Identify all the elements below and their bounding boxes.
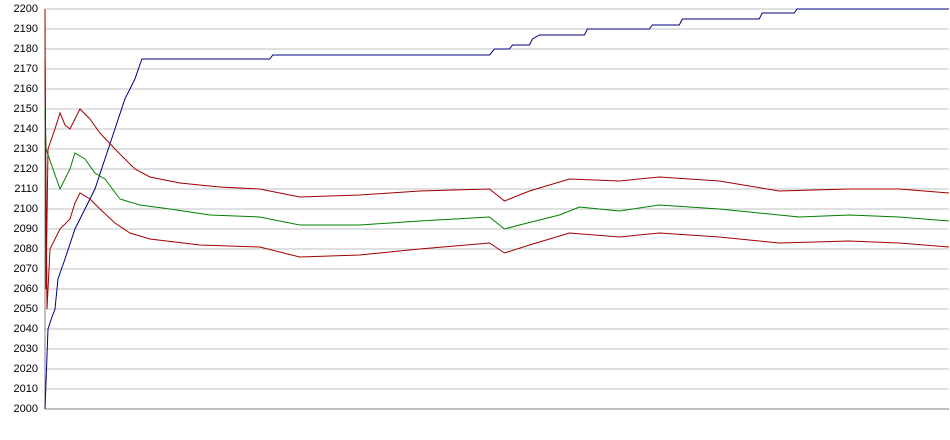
y-tick-label: 2180 xyxy=(14,43,38,55)
y-tick-label: 2050 xyxy=(14,303,38,315)
series-line xyxy=(44,108,950,230)
y-tick-label: 2100 xyxy=(14,203,38,215)
y-tick-label: 2110 xyxy=(14,183,38,195)
y-tick-label: 2000 xyxy=(14,403,38,415)
y-tick-label: 2120 xyxy=(14,163,38,175)
y-tick-label: 2070 xyxy=(14,263,38,275)
series-line xyxy=(44,8,949,410)
y-tick-label: 2020 xyxy=(14,363,38,375)
y-tick-label: 2190 xyxy=(14,23,38,35)
y-tick-label: 2040 xyxy=(14,323,38,335)
y-tick-label: 2060 xyxy=(14,283,38,295)
y-tick-label: 2130 xyxy=(14,143,38,155)
y-tick-label: 2010 xyxy=(14,383,38,395)
y-tick-label: 2140 xyxy=(14,123,38,135)
y-tick-label: 2170 xyxy=(14,63,38,75)
y-tick-label: 2150 xyxy=(14,103,38,115)
y-tick-label: 2160 xyxy=(14,83,38,95)
y-tick-label: 2080 xyxy=(14,243,38,255)
y-tick-label: 2030 xyxy=(14,343,38,355)
series-line xyxy=(44,8,950,290)
y-tick-label: 2200 xyxy=(14,3,38,15)
y-tick-label: 2090 xyxy=(14,223,38,235)
series-line xyxy=(44,58,950,310)
